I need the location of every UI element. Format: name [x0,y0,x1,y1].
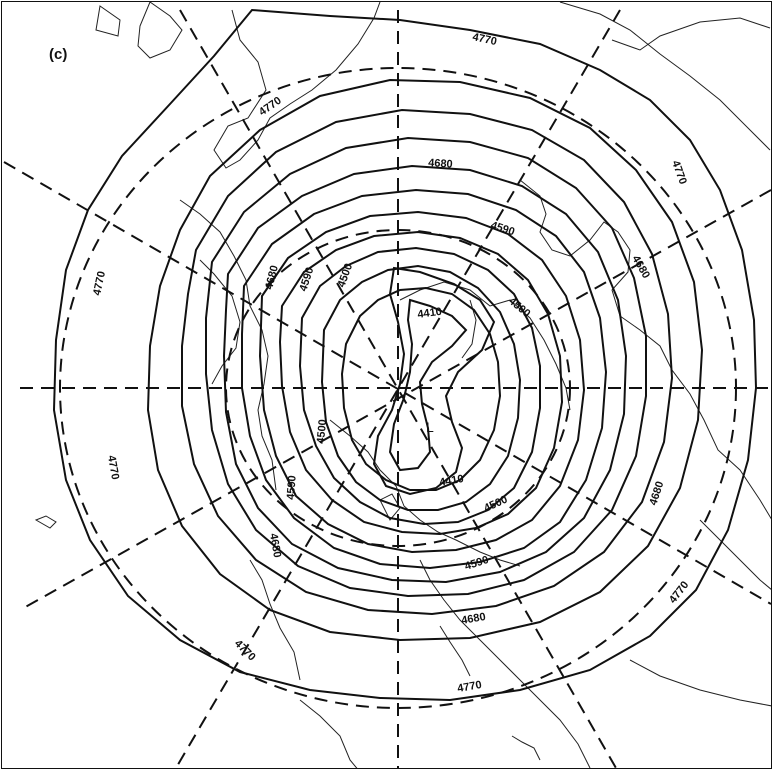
contour-label: 4590 [285,475,299,500]
coastline-arctic-islands [137,2,183,59]
panel-label: (c) [49,46,68,63]
contour-label: 4410 [417,306,443,321]
contour-label: 4770 [105,454,121,480]
contour-4560 [258,210,586,554]
coastline-top-right-land [611,17,771,51]
contour-label: 4770 [669,159,689,186]
contour-label: 4680 [263,264,281,291]
coastline-lower-left [249,559,301,681]
contour-label: 4500 [336,262,356,289]
contour-label: 4680 [647,480,666,507]
contour-4410 [372,266,496,496]
coastline-canada-arctic [179,199,277,491]
contour-4530 [278,230,564,536]
contour-label: 4500 [315,419,329,444]
coastline-europe [519,179,771,520]
contour-4725 [146,78,704,642]
contour-4470 [320,264,522,511]
contour-label: 4590 [463,554,490,573]
coastline-east-asia [419,559,591,768]
coastline-hudson [199,259,241,385]
contour-4440 [340,286,502,491]
contour-label: 4770 [456,679,482,695]
contour-label: 4680 [460,611,486,627]
height-contours [52,8,758,702]
contour-4500 [298,246,541,526]
contour-4650 [205,136,647,598]
contour-4380 [388,298,468,472]
coastline-scandinavia [559,2,771,151]
contour-label: 4770 [91,270,108,296]
coastline-top-left [95,5,121,37]
contour-label: 4770 [471,31,497,48]
contour-label: 4770 [232,638,258,664]
coastline-siberia [399,281,571,411]
contour-label: 4770 [667,579,692,606]
graticule [3,9,771,768]
coastline-small-left [34,515,57,529]
coastline-japan [439,625,471,677]
coastline-bottom-right [629,659,771,707]
contour-label: 4500 [482,493,509,514]
contour-label: 4680 [267,532,283,558]
coastline-alaska [329,419,521,567]
coastline-southeast [299,699,358,768]
low-pressure-marker: L [426,419,434,435]
contour-4770 [52,8,758,702]
contour-4590 [241,188,608,570]
contour-4620 [222,164,628,584]
meridian-diag-nw-se [3,161,771,605]
contour-label: 4590 [489,219,516,238]
contour-label: 4590 [297,266,316,293]
coastline-bottom-island [511,735,541,761]
contour-label: 4680 [428,157,453,171]
coastline-greenland [213,2,381,169]
coastline-mediterranean [699,519,771,590]
contour-label: 4410 [438,473,464,489]
contour-4680 [181,108,674,616]
